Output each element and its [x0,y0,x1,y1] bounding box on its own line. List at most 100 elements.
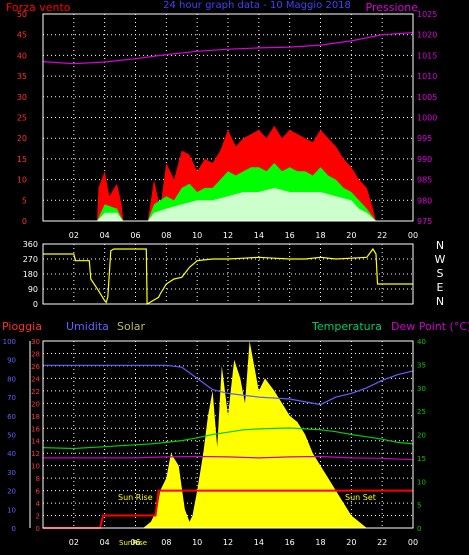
direction-line [43,247,413,306]
pressure-y-tick-2: 985 [417,176,432,185]
wind-x-tick-5: 12 [223,231,233,240]
wind-y-tick-3: 15 [17,155,27,164]
temp-y-tick-1: 5 [417,502,421,510]
wind-x-tick-11: 00 [408,231,418,240]
rain-y-tick-14: 28 [31,350,40,358]
wind-y-tick-0: 0 [22,217,27,226]
wind-x-tick-2: 06 [130,231,140,240]
solar-axis-label: Solar [117,320,146,333]
rain-y-tick-8: 16 [31,425,40,433]
rain-y-tick-1: 2 [36,513,40,521]
humidity-y-tick-4: 40 [7,450,16,458]
wind-x-tick-9: 20 [346,231,356,240]
humidity-y-tick-1: 10 [7,506,16,514]
wind-axis-label: Forza vento [6,1,71,14]
wind-y-tick-5: 25 [17,114,27,123]
wind-panel-series [42,32,414,221]
sunrise-x-annotation: SunRise [119,539,147,547]
rain-y-tick-12: 24 [31,375,40,383]
compass-label-2: S [437,267,444,280]
temp-y-tick-8: 40 [417,338,426,346]
temp-y-tick-7: 35 [417,361,426,369]
humidity-y-tick-5: 50 [7,432,16,440]
rain-y-tick-9: 18 [31,413,40,421]
wind-y-tick-2: 10 [17,176,27,185]
weather-x-tick-1: 04 [100,538,110,547]
temp-y-tick-2: 10 [417,478,426,486]
rain-y-tick-5: 10 [31,463,40,471]
wind-x-tick-7: 16 [285,231,295,240]
rain-y-tick-4: 8 [36,475,40,483]
wind-x-tick-6: 14 [254,231,264,240]
weather-x-tick-6: 14 [254,538,264,547]
temp-y-tick-0: 0 [417,525,421,533]
temperature-axis-label: Temperatura [311,320,382,333]
pressure-y-tick-5: 1000 [417,114,437,123]
wind-x-tick-4: 10 [192,231,202,240]
pressure-y-tick-9: 1020 [417,31,437,40]
weather-x-tick-10: 22 [377,538,387,547]
sunset-annotation: Sun Set [345,493,376,502]
sunrise-annotation: Sun Rise [118,493,153,502]
wind-y-tick-10: 50 [17,10,27,19]
pressure-y-tick-8: 1015 [417,51,437,60]
direction-panel-grid [43,244,414,304]
rain-y-tick-2: 4 [36,500,41,508]
compass-label-0: N [436,239,444,252]
rain-y-tick-3: 6 [36,488,41,496]
rain-y-tick-6: 12 [31,450,40,458]
wind-y-tick-9: 45 [17,31,27,40]
rain-y-tick-15: 30 [31,338,40,346]
wind-y-tick-8: 40 [17,51,27,60]
pressure-y-tick-10: 1025 [417,10,437,19]
weather-x-tick-5: 12 [223,538,233,547]
weather-panel-frame [42,340,414,529]
wind-y-tick-1: 5 [22,196,27,205]
pressure-y-tick-4: 995 [417,134,432,143]
temp-y-tick-5: 25 [417,408,426,416]
direction-y-tick-4: 360 [23,240,38,249]
wind-y-tick-7: 35 [17,72,27,81]
temp-y-tick-4: 20 [417,432,426,440]
rain-y-tick-10: 20 [31,400,40,408]
direction-y-tick-3: 270 [23,255,38,264]
series-temperatura-line [42,427,414,450]
pressure-y-tick-1: 980 [417,196,432,205]
compass-label-1: W [435,253,446,266]
weather-x-tick-4: 10 [192,538,202,547]
rain-y-tick-0: 0 [36,525,40,533]
weather-x-tick-3: 08 [161,538,171,547]
rain-y-tick-11: 22 [31,388,40,396]
humidity-y-tick-8: 80 [7,375,16,383]
weather-x-tick-2: 06 [130,538,140,547]
wind-x-tick-1: 04 [100,231,110,240]
humidity-y-tick-6: 60 [7,413,16,421]
weather-panel-axes: 0102030405060708090100024681012141618202… [3,338,426,547]
pressure-y-tick-7: 1010 [417,72,437,81]
weather-x-tick-0: 02 [69,538,79,547]
weather-x-tick-7: 16 [285,538,295,547]
series-dew-point-line [43,455,414,461]
direction-y-tick-1: 90 [28,285,38,294]
temp-y-tick-6: 30 [417,385,426,393]
weather-x-tick-9: 20 [346,538,356,547]
wind-x-tick-8: 18 [315,231,325,240]
rain-y-tick-7: 14 [31,438,40,446]
humidity-y-tick-10: 100 [3,338,16,346]
humidity-y-tick-2: 20 [7,488,16,496]
rain-y-tick-13: 26 [31,363,40,371]
wind-panel-frame [42,13,414,222]
rain-axis-label: Pioggia [2,320,42,333]
humidity-y-tick-0: 0 [12,525,16,533]
weather-panel-series [42,341,414,529]
temp-y-tick-3: 15 [417,455,426,463]
solar-area [43,341,413,528]
direction-y-tick-0: 0 [33,300,38,309]
compass-label-3: E [437,281,444,294]
pressure-y-tick-3: 990 [417,155,432,164]
humidity-axis-label: Umidita [66,320,109,333]
direction-panel-frame [42,243,414,305]
pressure-line [42,32,414,65]
